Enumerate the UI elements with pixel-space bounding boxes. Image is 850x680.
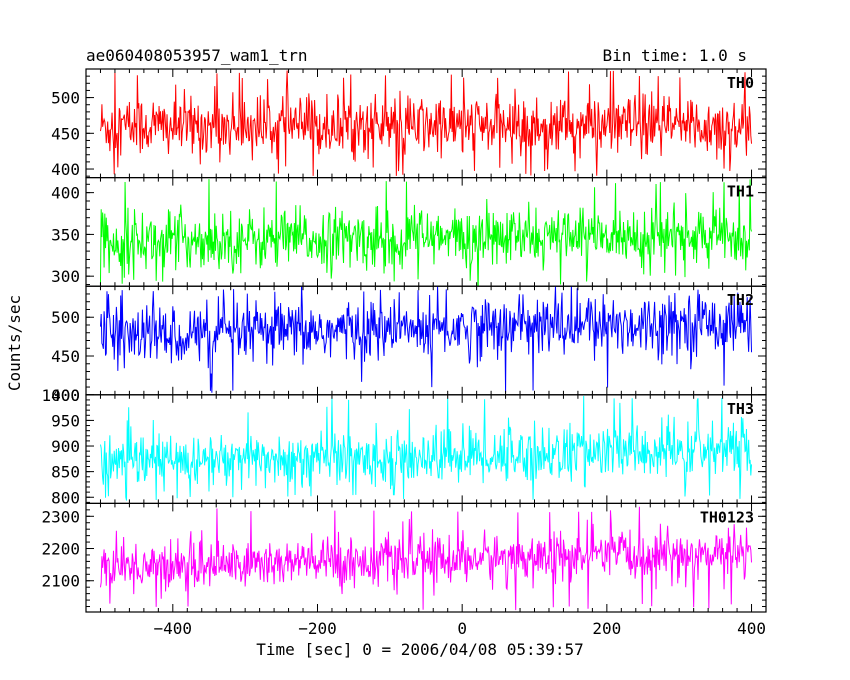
panel-th1: 300 350 400 TH1 <box>51 177 767 287</box>
x-tick-label: −400 <box>154 619 193 638</box>
y-tick-label: 2200 <box>41 540 80 559</box>
panel-label: TH3 <box>727 400 754 418</box>
panel-frame <box>85 502 767 613</box>
panel-th3: 800 850 900 950 1000 TH3 <box>41 386 767 507</box>
series-line-th2 <box>99 286 753 393</box>
x-axis-label: Time [sec] 0 = 2006/04/08 05:39:57 <box>256 640 584 659</box>
panel-th0123: 2100 2200 2300 TH0123 <box>41 502 767 613</box>
y-tick-label: 500 <box>51 308 80 327</box>
panel-label: TH2 <box>727 291 754 309</box>
y-tick-label: 500 <box>51 89 80 108</box>
series-line-th3 <box>99 396 753 501</box>
panel-label: TH1 <box>727 183 754 201</box>
bin-time-label: Bin time: 1.0 s <box>603 46 748 65</box>
y-tick-label: 450 <box>51 347 80 366</box>
y-tick-label: 900 <box>51 437 80 456</box>
chart-title: ae060408053957_wam1_trn <box>86 46 308 65</box>
y-tick-label: 400 <box>51 184 80 203</box>
y-tick-label: 800 <box>51 488 80 507</box>
x-tick-label: 200 <box>592 619 621 638</box>
y-tick-label: 2100 <box>41 572 80 591</box>
y-tick-label: 300 <box>51 267 80 286</box>
x-tick-label: −200 <box>298 619 337 638</box>
panel-label: TH0 <box>727 74 754 92</box>
panel-label: TH0123 <box>700 508 754 526</box>
y-axis-label: Counts/sec <box>5 295 24 391</box>
panel-th2: 400 450 500 TH2 <box>51 285 767 405</box>
panel-th0: 400 450 500 TH0 <box>51 68 767 179</box>
series-line-th0123 <box>99 506 753 611</box>
series-line-th0 <box>99 70 753 176</box>
y-tick-label: 850 <box>51 463 80 482</box>
series-line-th1 <box>99 179 753 287</box>
y-tick-label: 2300 <box>41 507 80 526</box>
x-tick-label: 0 <box>457 619 467 638</box>
y-tick-label: 450 <box>51 124 80 143</box>
x-tick-label: 400 <box>737 619 766 638</box>
x-tick-group: −400 −200 0 200 400 <box>154 619 766 638</box>
y-tick-label: 1000 <box>41 386 80 405</box>
y-tick-label: 950 <box>51 411 80 430</box>
y-tick-label: 400 <box>51 160 80 179</box>
y-tick-label: 400 <box>51 386 80 405</box>
y-tick-label: 350 <box>51 225 80 244</box>
